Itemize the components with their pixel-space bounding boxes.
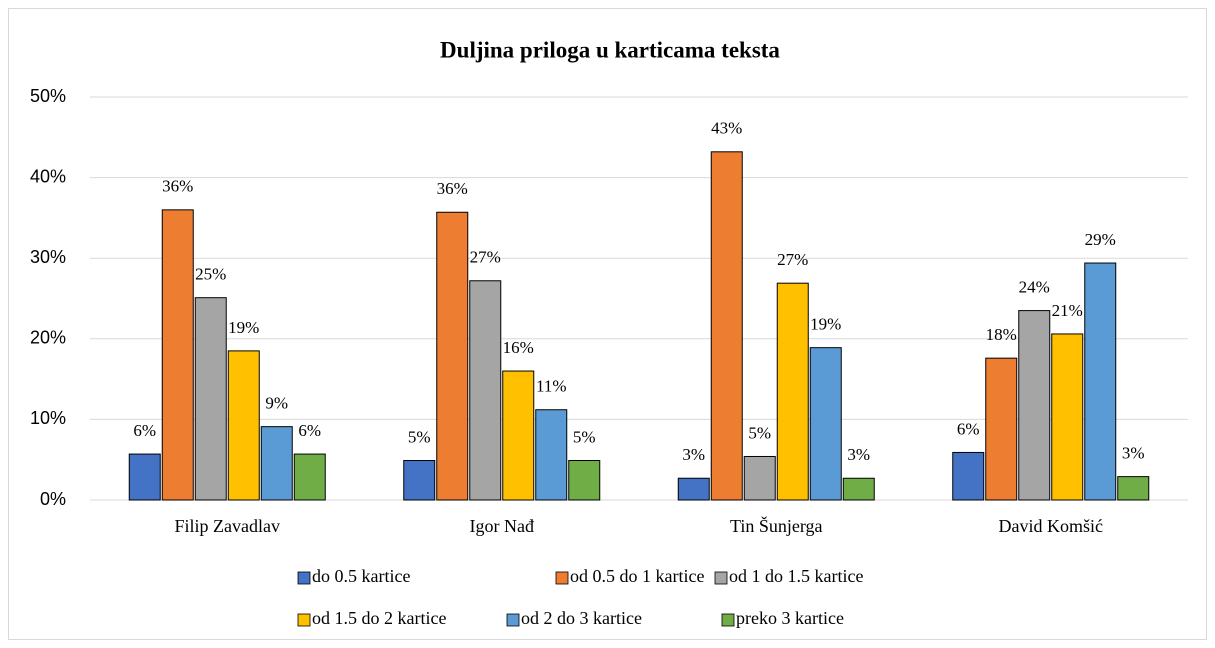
legend-swatch — [506, 613, 520, 627]
data-label: 16% — [503, 338, 534, 357]
y-tick-label: 50% — [30, 86, 66, 106]
bar — [1117, 476, 1150, 501]
x-tick-label: David Komšić — [999, 516, 1103, 536]
data-label: 5% — [408, 427, 431, 446]
bar — [535, 409, 568, 501]
data-label: 5% — [573, 427, 596, 446]
data-label: 18% — [986, 325, 1017, 344]
bar — [743, 455, 776, 501]
x-tick-label: Filip Zavadlav — [175, 516, 280, 536]
legend-label: od 1.5 do 2 kartice — [312, 608, 446, 628]
bar — [809, 347, 842, 501]
legend-label: preko 3 kartice — [736, 608, 844, 628]
legend-swatch — [297, 613, 311, 627]
data-label: 9% — [265, 394, 288, 413]
data-label: 27% — [470, 248, 501, 267]
y-tick-label: 10% — [30, 408, 66, 428]
bar — [502, 370, 535, 501]
bar — [1051, 333, 1084, 501]
bar — [161, 209, 194, 501]
data-label: 5% — [748, 423, 771, 442]
bar — [952, 451, 985, 501]
bar — [1018, 310, 1051, 501]
legend-swatch — [721, 613, 735, 627]
bar — [128, 453, 161, 501]
bar — [985, 357, 1018, 501]
data-label: 6% — [133, 421, 156, 440]
data-label: 11% — [536, 377, 567, 396]
y-tick-label: 20% — [30, 328, 66, 348]
bar — [260, 426, 293, 501]
bar — [469, 280, 502, 501]
data-label: 43% — [711, 119, 742, 138]
x-tick-label: Tin Šunjerga — [730, 515, 823, 536]
chart-title: Duljina priloga u karticama teksta — [440, 37, 780, 62]
bar — [677, 477, 710, 501]
legend-label: od 0.5 do 1 kartice — [570, 566, 704, 586]
bar — [403, 460, 436, 501]
data-label: 6% — [298, 421, 321, 440]
data-label: 19% — [810, 315, 841, 334]
legend-label: od 1 do 1.5 kartice — [729, 566, 863, 586]
bar — [776, 282, 809, 501]
legend-swatch — [297, 571, 311, 585]
legend-label: od 2 do 3 kartice — [521, 608, 642, 628]
data-label: 29% — [1085, 230, 1116, 249]
data-label: 27% — [777, 250, 808, 269]
data-label: 3% — [1122, 444, 1145, 463]
y-tick-label: 40% — [30, 166, 66, 186]
bar — [568, 460, 601, 501]
data-label: 36% — [437, 179, 468, 198]
data-label: 25% — [195, 265, 226, 284]
data-label: 3% — [682, 445, 705, 464]
bar — [710, 151, 743, 501]
bar — [436, 211, 469, 501]
legend-label: do 0.5 kartice — [312, 566, 410, 586]
data-label: 36% — [162, 177, 193, 196]
data-label: 6% — [957, 419, 980, 438]
bar — [293, 453, 326, 501]
bar — [1084, 262, 1117, 501]
data-label: 3% — [847, 445, 870, 464]
bar — [194, 297, 227, 501]
bar — [842, 477, 875, 501]
legend-swatch — [714, 571, 728, 585]
data-label: 21% — [1052, 301, 1083, 320]
x-tick-label: Igor Nađ — [470, 516, 534, 536]
y-tick-label: 0% — [40, 489, 66, 509]
y-tick-label: 30% — [30, 247, 66, 267]
legend-swatch — [555, 571, 569, 585]
bar — [227, 350, 260, 501]
data-label: 19% — [228, 318, 259, 337]
data-label: 24% — [1019, 277, 1050, 296]
